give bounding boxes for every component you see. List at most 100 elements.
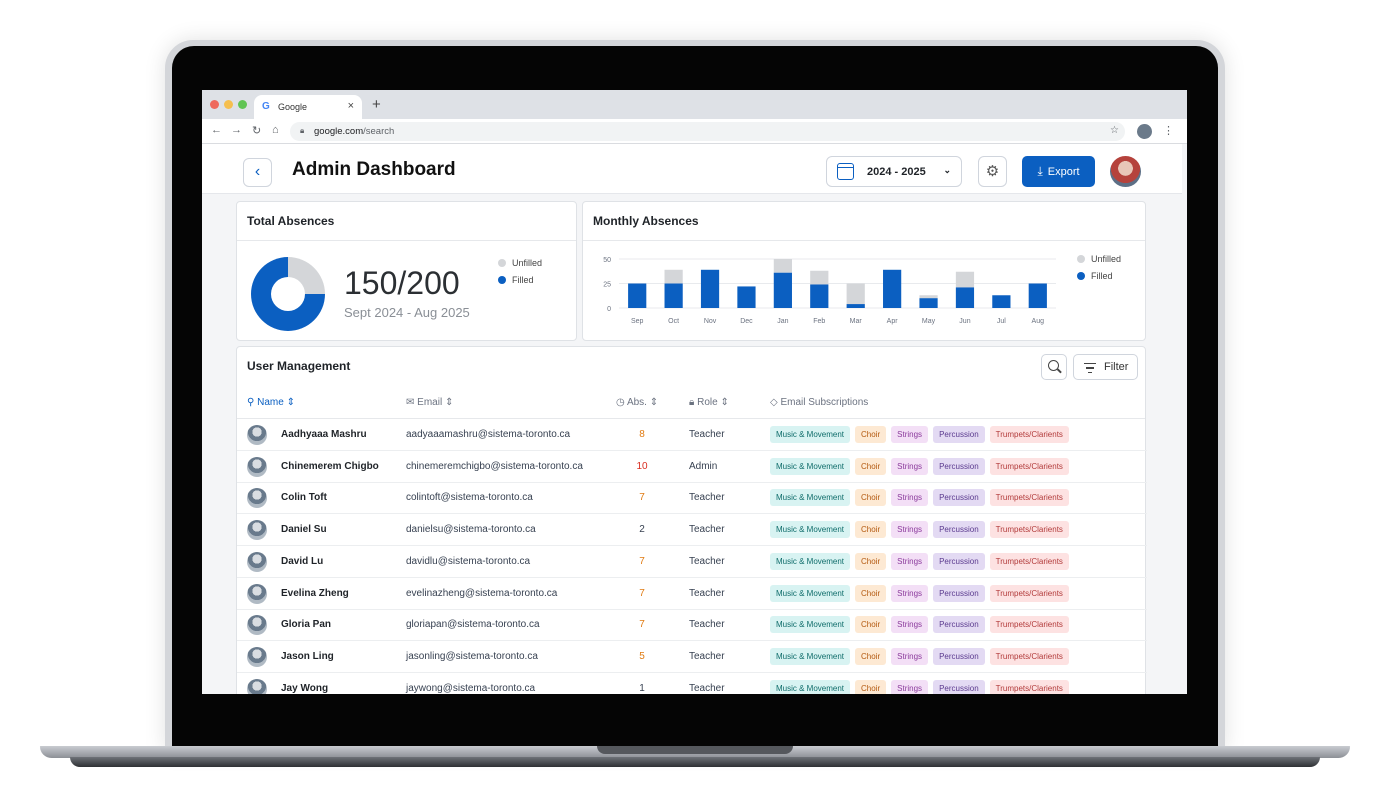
subscription-tag[interactable]: Strings — [891, 679, 929, 694]
bar-unfilled — [955, 271, 975, 288]
table-row[interactable]: Aadhyaaa Mashru aadyaaamashru@sistema-tor… — [237, 419, 1147, 451]
subscription-tag[interactable]: Trumpets/Clarients — [989, 489, 1069, 507]
card-divider — [583, 240, 1145, 241]
table-row[interactable]: Colin Toft colintoft@sistema-toronto.ca 7 T… — [237, 482, 1147, 515]
subscription-tag[interactable]: Percussion — [933, 584, 985, 602]
subscription-tag[interactable]: Music & Movement — [770, 584, 851, 602]
url-input[interactable]: 🔒︎ google.com/search ☆ — [290, 122, 1125, 141]
user-role: Teacher — [689, 492, 725, 504]
subscription-tag[interactable]: Trumpets/Clarients — [989, 616, 1069, 634]
subscription-tag[interactable]: Trumpets/Clarients — [989, 426, 1069, 443]
subscription-tag[interactable]: Music & Movement — [770, 521, 851, 539]
subscription-tag[interactable]: Percussion — [933, 521, 985, 539]
x-tick-label: Feb — [813, 318, 825, 325]
user-avatar[interactable] — [1110, 156, 1141, 187]
subscription-tag[interactable]: Choir — [855, 584, 887, 602]
subscription-tag[interactable]: Music & Movement — [770, 647, 851, 665]
subscription-tag[interactable]: Trumpets/Clarients — [989, 521, 1069, 539]
sort-icon: ⇕ — [283, 397, 295, 408]
subscription-tag[interactable]: Choir — [855, 679, 887, 694]
subscription-tag[interactable]: Strings — [891, 457, 929, 475]
table-row[interactable]: Evelina Zheng evelinazheng@sistema-toront… — [237, 578, 1147, 610]
user-email: jasonling@sistema-toronto.ca — [406, 650, 538, 662]
table-row[interactable]: David Lu davidlu@sistema-toronto.ca 7 Teach… — [237, 546, 1147, 578]
subscription-tag[interactable]: Choir — [855, 457, 887, 475]
subscription-tag[interactable]: Percussion — [933, 489, 985, 507]
column-header-role[interactable]: 🔒︎ Role ⇕ — [689, 397, 729, 408]
back-button[interactable]: ‹ — [243, 158, 272, 187]
unfilled-dot-icon — [1077, 255, 1085, 263]
minimize-window-button[interactable] — [224, 100, 233, 109]
subscription-tag[interactable]: Strings — [891, 489, 929, 507]
subscription-tag[interactable]: Percussion — [933, 426, 985, 443]
subscription-tag[interactable]: Percussion — [933, 457, 985, 475]
page-title: Admin Dashboard — [292, 159, 456, 180]
subscription-tag[interactable]: Strings — [891, 616, 929, 634]
user-email: colintoft@sistema-toronto.ca — [406, 492, 533, 504]
subscription-tag[interactable]: Music & Movement — [770, 679, 851, 694]
user-absences: 7 — [639, 587, 645, 599]
user-email: davidlu@sistema-toronto.ca — [406, 555, 531, 567]
year-select[interactable]: 2024 - 2025 ⌄ — [826, 156, 962, 187]
export-button[interactable]: ⤓ Export — [1022, 156, 1095, 187]
browser-profile-avatar[interactable] — [1137, 124, 1152, 139]
column-header-abs[interactable]: ◷ Abs. ⇕ — [616, 397, 659, 408]
bar-unfilled — [664, 269, 683, 284]
settings-button[interactable]: ⚙ — [978, 156, 1007, 187]
home-icon[interactable]: ⌂ — [272, 124, 279, 136]
subscription-tag[interactable]: Choir — [855, 521, 887, 539]
subscription-tag[interactable]: Choir — [855, 489, 887, 507]
column-header-name[interactable]: ⚲ Name ⇕ — [247, 397, 295, 408]
subscription-tag[interactable]: Trumpets/Clarients — [989, 647, 1069, 665]
subscription-tag[interactable]: Music & Movement — [770, 616, 851, 634]
filter-button[interactable]: Filter — [1073, 354, 1138, 380]
subscription-tag[interactable]: Strings — [891, 584, 929, 602]
subscription-tag[interactable]: Strings — [891, 521, 929, 539]
table-row[interactable]: Chinemerem Chigbo chinemeremchigbo@sistem… — [237, 451, 1147, 483]
user-name: Daniel Su — [281, 524, 327, 536]
subscription-tag[interactable]: Trumpets/Clarients — [989, 584, 1069, 602]
maximize-window-button[interactable] — [238, 100, 247, 109]
column-header-subscriptions: ◇ Email Subscriptions — [770, 397, 869, 408]
subscription-tag[interactable]: Music & Movement — [770, 457, 851, 475]
subscription-tag[interactable]: Percussion — [933, 679, 985, 694]
subscription-tag[interactable]: Strings — [891, 552, 929, 570]
subscription-tag[interactable]: Percussion — [933, 647, 985, 665]
browser-tab[interactable]: G Google × — [254, 95, 362, 119]
search-button[interactable] — [1041, 354, 1067, 380]
subscription-tag[interactable]: Music & Movement — [770, 489, 851, 507]
table-row[interactable]: Gloria Pan gloriapan@sistema-toronto.ca 7 T… — [237, 609, 1147, 642]
column-header-email[interactable]: ✉ Email ⇕ — [406, 397, 454, 408]
subscription-tag[interactable]: Music & Movement — [770, 426, 851, 443]
browser-tab-title: Google — [278, 102, 308, 112]
subscription-tag[interactable]: Trumpets/Clarients — [989, 457, 1069, 475]
subscription-tag[interactable]: Music & Movement — [770, 552, 851, 570]
table-row[interactable]: Jay Wong jaywong@sistema-toronto.ca 1 Teach… — [237, 673, 1147, 694]
user-name: Aadhyaaa Mashru — [281, 429, 367, 440]
forward-arrow-icon[interactable]: → — [231, 124, 242, 136]
subscription-tag[interactable]: Trumpets/Clarients — [989, 679, 1069, 694]
subscription-tag[interactable]: Strings — [891, 426, 929, 443]
subscription-tag[interactable]: Percussion — [933, 552, 985, 570]
new-tab-button[interactable]: + — [372, 96, 381, 113]
subscription-tag[interactable]: Strings — [891, 647, 929, 665]
close-tab-icon[interactable]: × — [347, 100, 354, 112]
back-arrow-icon[interactable]: ← — [211, 124, 222, 136]
subscription-tag[interactable]: Choir — [855, 426, 887, 443]
close-window-button[interactable] — [210, 100, 219, 109]
bookmark-star-icon[interactable]: ☆ — [1110, 125, 1119, 136]
browser-tab-bar: G Google × + — [202, 90, 1187, 119]
app-header: ‹ Admin Dashboard 2024 - 2025 ⌄ ⚙ ⤓ Expor… — [202, 144, 1182, 194]
subscription-tag[interactable]: Percussion — [933, 616, 985, 634]
reload-icon[interactable]: ↻ — [252, 125, 262, 137]
user-email: aadyaaamashru@sistema-toronto.ca — [406, 429, 571, 440]
subscription-tag[interactable]: Trumpets/Clarients — [989, 552, 1069, 570]
subscription-tag[interactable]: Choir — [855, 552, 887, 570]
browser-menu-icon[interactable]: ⋮ — [1163, 125, 1174, 137]
table-row[interactable]: Daniel Su danielsu@sistema-toronto.ca 2 Tea… — [237, 514, 1147, 547]
subscription-tag[interactable]: Choir — [855, 647, 887, 665]
user-name: Gloria Pan — [281, 619, 332, 631]
user-name: Colin Toft — [281, 492, 327, 504]
table-row[interactable]: Jason Ling jasonling@sistema-toronto.ca 5 T… — [237, 641, 1147, 673]
subscription-tag[interactable]: Choir — [855, 616, 887, 634]
